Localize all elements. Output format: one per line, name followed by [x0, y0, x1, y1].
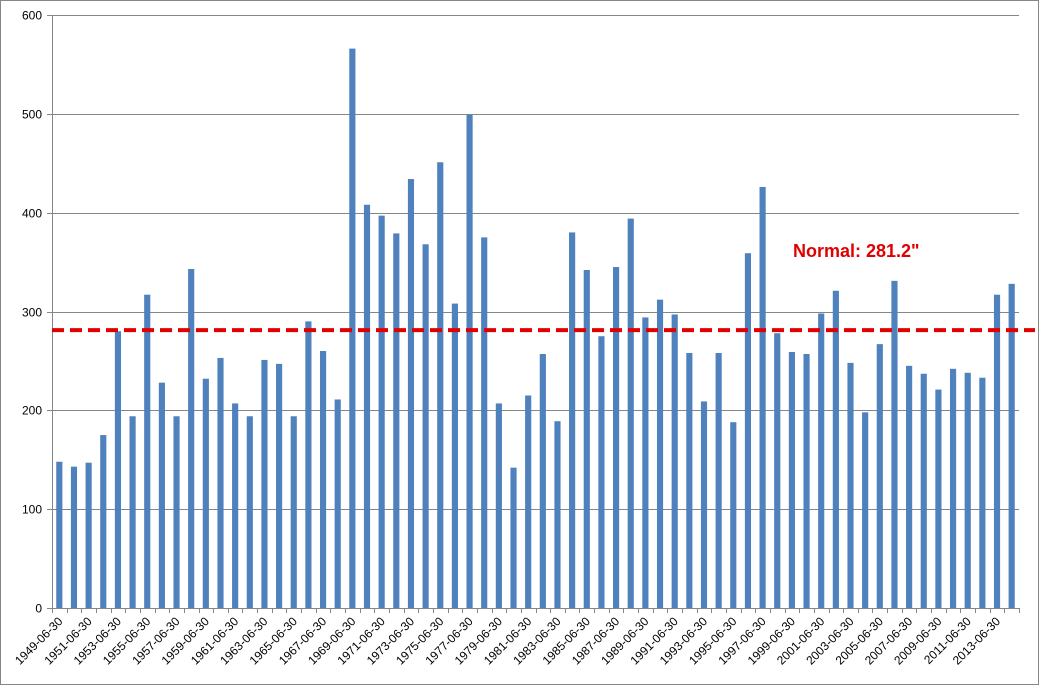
x-tick-labels: 1949-06-301951-06-301953-06-301955-06-30… [12, 614, 1003, 668]
bar [451, 303, 458, 608]
bar [539, 354, 546, 608]
bar [495, 403, 502, 608]
bar [378, 215, 385, 608]
bar [305, 321, 312, 608]
bar [276, 363, 283, 608]
bar [774, 333, 781, 608]
bar [202, 378, 209, 608]
bar [862, 412, 869, 608]
bar [437, 162, 444, 608]
y-tick-label: 500 [22, 108, 42, 122]
bar [290, 416, 297, 608]
bar [100, 435, 107, 608]
normal-reference: Normal: 281.2" [52, 241, 1035, 333]
bar [363, 204, 371, 608]
bar [70, 466, 78, 608]
bar [1008, 283, 1015, 608]
bar [56, 461, 63, 608]
y-tick-label: 0 [35, 602, 42, 616]
bar [788, 352, 795, 608]
bar [129, 416, 136, 608]
bar [466, 114, 473, 608]
bar [85, 462, 92, 608]
y-tick-label: 400 [22, 207, 42, 221]
bar [920, 373, 927, 608]
bar [158, 382, 165, 608]
bar [246, 416, 253, 608]
bar [393, 233, 400, 609]
bar [319, 351, 327, 608]
bar [188, 269, 195, 608]
y-tick-label: 200 [22, 404, 42, 418]
bar [481, 237, 488, 609]
bar [686, 353, 693, 608]
bar [114, 331, 122, 608]
bar [700, 401, 708, 608]
normal-reference-label: Normal: 281.2" [793, 241, 920, 261]
bar [979, 377, 986, 608]
bar [510, 467, 517, 608]
bar [906, 365, 913, 608]
bar [993, 294, 1001, 608]
bar [627, 218, 634, 608]
bar [613, 267, 620, 608]
y-tick-labels: 0 100 200 300 400 500 600 [22, 9, 42, 616]
bar [569, 232, 576, 608]
axes [52, 15, 1020, 613]
bar [598, 336, 605, 608]
bar [847, 362, 854, 608]
bar [349, 48, 356, 609]
bar [554, 421, 561, 608]
bar [232, 403, 239, 608]
bar [407, 179, 415, 608]
bar [656, 299, 664, 608]
bar [935, 389, 942, 608]
bar [525, 395, 532, 608]
bar [422, 244, 429, 609]
bar [949, 368, 957, 608]
bar [642, 317, 649, 608]
bar [671, 314, 678, 608]
bar [832, 290, 839, 608]
bar [715, 353, 722, 608]
bar [173, 416, 180, 608]
bar [891, 280, 898, 608]
bars [56, 48, 1015, 609]
y-tick-label: 100 [22, 503, 42, 517]
bar [334, 399, 341, 608]
y-tick-label: 600 [22, 9, 42, 23]
bar [744, 253, 752, 608]
bar [803, 354, 810, 608]
bar [144, 294, 151, 608]
bar [217, 357, 224, 608]
y-tick-label: 300 [22, 306, 42, 320]
bar [261, 359, 268, 608]
bar [876, 344, 883, 608]
bar [583, 269, 590, 608]
bar [818, 313, 825, 608]
bar [759, 186, 766, 608]
bar [730, 422, 737, 608]
bar [964, 372, 971, 608]
